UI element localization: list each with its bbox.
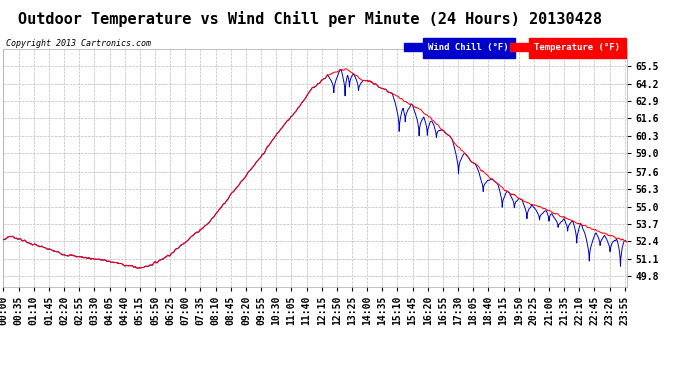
Text: Copyright 2013 Cartronics.com: Copyright 2013 Cartronics.com xyxy=(6,39,150,48)
Legend: Wind Chill (°F), Temperature (°F): Wind Chill (°F), Temperature (°F) xyxy=(402,41,622,54)
Text: Outdoor Temperature vs Wind Chill per Minute (24 Hours) 20130428: Outdoor Temperature vs Wind Chill per Mi… xyxy=(19,11,602,27)
